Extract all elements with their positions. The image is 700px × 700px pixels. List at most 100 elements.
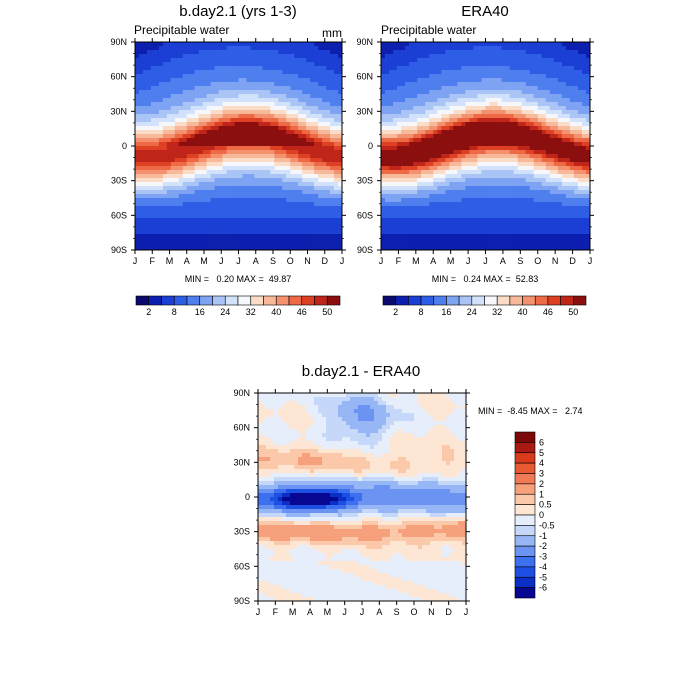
field-cell — [509, 206, 514, 211]
field-cell — [198, 242, 204, 247]
field-cell — [501, 118, 506, 123]
field-cell — [334, 246, 339, 251]
field-cell — [302, 146, 307, 151]
field-cell — [577, 202, 583, 207]
field-cell — [493, 162, 498, 167]
field-cell — [497, 186, 502, 191]
field-cell — [246, 150, 251, 155]
field-cell — [174, 126, 180, 131]
field-cell — [210, 142, 215, 147]
field-cell — [178, 150, 184, 155]
field-cell — [282, 206, 287, 211]
field-cell — [278, 170, 283, 175]
field-cell — [326, 90, 331, 95]
field-cell — [146, 62, 152, 67]
field-cell — [413, 62, 418, 67]
field-cell — [138, 214, 144, 219]
field-cell — [182, 98, 188, 103]
field-cell — [294, 182, 299, 187]
field-cell — [393, 110, 398, 115]
field-cell — [238, 186, 243, 191]
field-cell — [473, 42, 478, 47]
field-cell — [425, 146, 430, 151]
field-cell — [513, 94, 518, 99]
field-cell — [473, 118, 478, 123]
field-cell — [242, 182, 247, 187]
field-cell — [457, 150, 462, 155]
field-cell — [553, 182, 559, 187]
field-cell — [485, 190, 490, 195]
field-cell — [238, 90, 243, 95]
field-cell — [477, 114, 482, 119]
field-cell — [218, 62, 223, 67]
field-cell — [505, 158, 510, 163]
field-cell — [274, 110, 279, 115]
field-cell — [198, 158, 204, 163]
field-cell — [214, 146, 219, 151]
field-cell — [393, 138, 398, 143]
field-cell — [553, 86, 559, 91]
field-cell — [553, 122, 559, 127]
field-cell — [314, 126, 319, 131]
field-cell — [529, 54, 535, 59]
field-cell — [234, 58, 239, 63]
field-cell — [477, 150, 482, 155]
field-cell — [326, 82, 331, 87]
field-cell — [537, 102, 543, 107]
field-cell — [338, 138, 343, 143]
field-cell — [449, 162, 454, 167]
field-cell — [138, 194, 144, 199]
field-cell — [338, 114, 343, 119]
field-cell — [445, 142, 450, 147]
field-cell — [417, 130, 422, 135]
field-cell — [585, 158, 591, 163]
field-cell — [262, 166, 267, 171]
field-cell — [481, 78, 486, 83]
field-cell — [445, 50, 450, 55]
field-cell — [242, 146, 247, 151]
field-cell — [330, 118, 335, 123]
field-cell — [437, 90, 442, 95]
field-cell — [294, 174, 299, 179]
field-cell — [234, 186, 239, 191]
field-cell — [433, 78, 438, 83]
colorbar-swatch — [161, 295, 175, 306]
field-cell — [549, 174, 555, 179]
field-cell — [457, 146, 462, 151]
field-cell — [521, 190, 527, 195]
field-cell — [166, 138, 172, 143]
field-cell — [170, 78, 176, 83]
field-cell — [397, 206, 402, 211]
field-cell — [294, 58, 299, 63]
field-cell — [146, 98, 152, 103]
field-cell — [338, 82, 343, 87]
field-cell — [282, 202, 287, 207]
field-cell — [302, 114, 307, 119]
field-cell — [477, 118, 482, 123]
field-cell — [533, 102, 539, 107]
field-cell — [218, 70, 223, 75]
field-cell — [449, 74, 454, 79]
field-cell — [238, 142, 243, 147]
field-cell — [158, 58, 164, 63]
field-cell — [254, 86, 259, 91]
field-cell — [441, 186, 446, 191]
field-cell — [190, 78, 196, 83]
field-cell — [565, 110, 571, 115]
field-cell — [186, 158, 192, 163]
field-cell — [146, 158, 152, 163]
field-cell — [397, 42, 402, 47]
field-cell — [565, 194, 571, 199]
field-cell — [521, 58, 527, 63]
field-cell — [298, 94, 303, 99]
field-cell — [397, 58, 402, 63]
field-cell — [190, 130, 196, 135]
field-cell — [585, 170, 591, 175]
field-cell — [210, 166, 215, 171]
field-cell — [334, 210, 339, 215]
field-cell — [162, 222, 168, 227]
field-cell — [457, 110, 462, 115]
field-cell — [226, 94, 231, 99]
field-cell — [198, 210, 204, 215]
field-cell — [190, 238, 196, 243]
